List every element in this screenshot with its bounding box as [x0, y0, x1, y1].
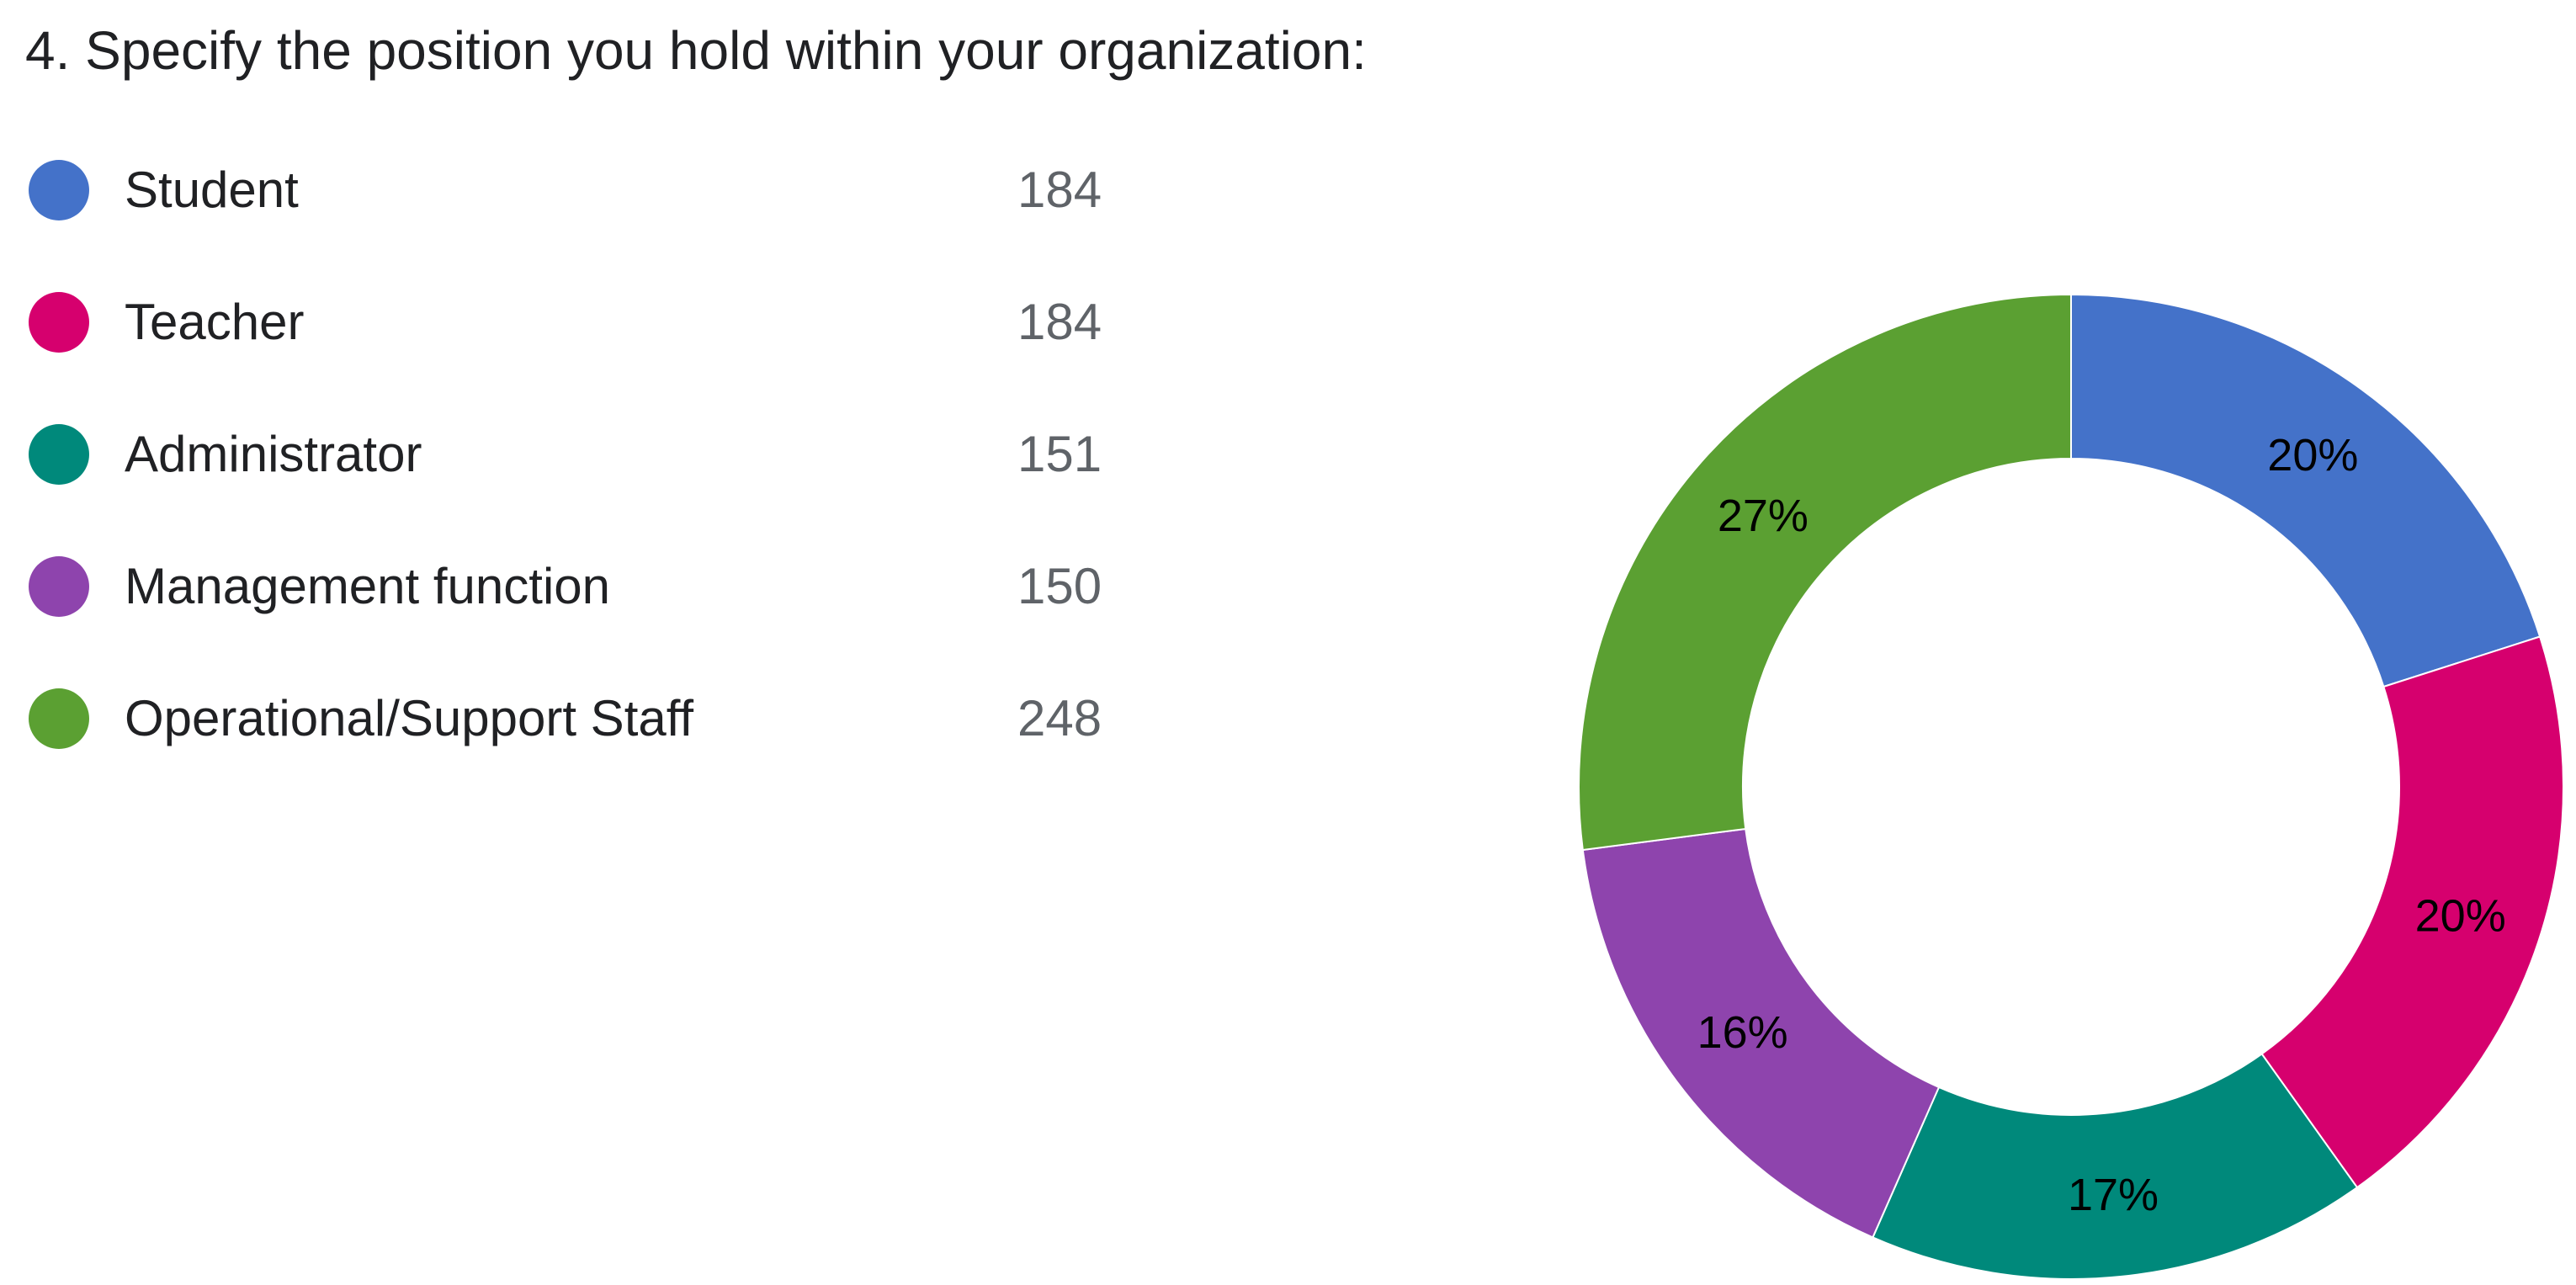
legend-count: 151 [1017, 426, 1102, 482]
donut-slice-student [2070, 295, 2541, 688]
legend-item-operational-support-staff: Operational/Support Staff 248 [29, 685, 1139, 817]
legend-swatch [29, 160, 89, 220]
slice-percent-label: 17% [2068, 1170, 2159, 1220]
legend-item-teacher: Teacher 184 [29, 289, 1139, 421]
legend-label: Student [125, 162, 299, 218]
donut-slice-teacher [2260, 635, 2563, 1189]
slice-percent-label: 20% [2415, 891, 2506, 942]
donut-slice-operational-support-staff [1579, 295, 2072, 852]
chart-legend: Student 184 Teacher 184 Administrator 15… [29, 157, 1139, 817]
legend-swatch [29, 292, 89, 353]
donut-slice-administrator [1872, 1052, 2359, 1279]
legend-item-student: Student 184 [29, 157, 1139, 289]
slice-percent-label: 16% [1697, 1007, 1788, 1058]
legend-label: Operational/Support Staff [125, 690, 693, 746]
legend-swatch [29, 556, 89, 617]
donut-chart: 20% 20% 17% 16% 27% [1579, 295, 2563, 1279]
legend-count: 248 [1017, 690, 1102, 746]
legend-item-administrator: Administrator 151 [29, 421, 1139, 553]
donut-slice-management-function [1581, 827, 1941, 1239]
question-title: 4. Specify the position you hold within … [25, 20, 1367, 81]
legend-label: Administrator [125, 426, 422, 482]
legend-label: Teacher [125, 294, 305, 350]
legend-swatch [29, 424, 89, 485]
slice-percent-label: 20% [2267, 430, 2358, 481]
legend-label: Management function [125, 558, 611, 614]
legend-count: 150 [1017, 558, 1102, 614]
legend-swatch [29, 688, 89, 749]
legend-count: 184 [1017, 294, 1102, 350]
slice-percent-label: 27% [1718, 491, 1809, 541]
legend-count: 184 [1017, 162, 1102, 218]
legend-item-management-function: Management function 150 [29, 553, 1139, 685]
